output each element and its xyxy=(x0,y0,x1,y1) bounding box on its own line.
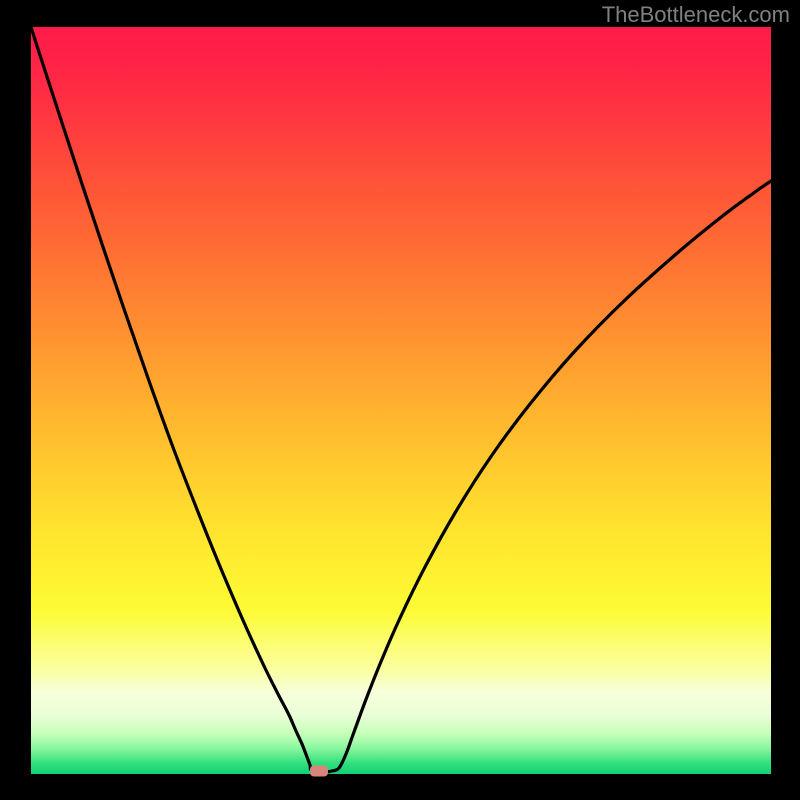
chart-container: TheBottleneck.com xyxy=(0,0,800,800)
plot-area xyxy=(31,27,771,774)
optimum-marker xyxy=(310,766,328,777)
watermark-text: TheBottleneck.com xyxy=(602,2,790,28)
